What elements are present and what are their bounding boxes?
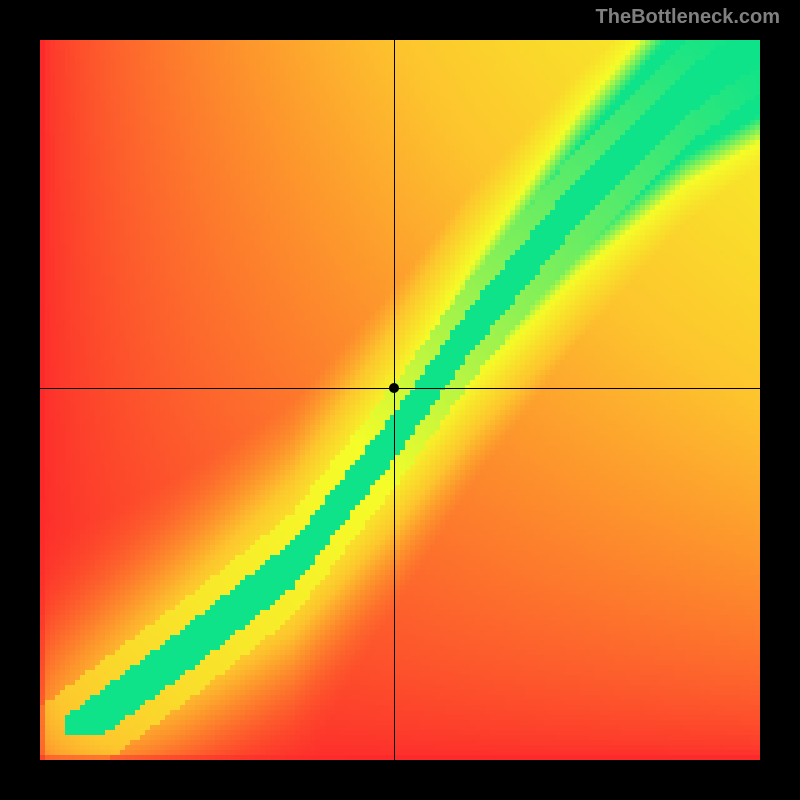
watermark-text: TheBottleneck.com xyxy=(596,6,780,29)
bottleneck-heatmap xyxy=(40,40,760,760)
heatmap-canvas xyxy=(40,40,760,760)
